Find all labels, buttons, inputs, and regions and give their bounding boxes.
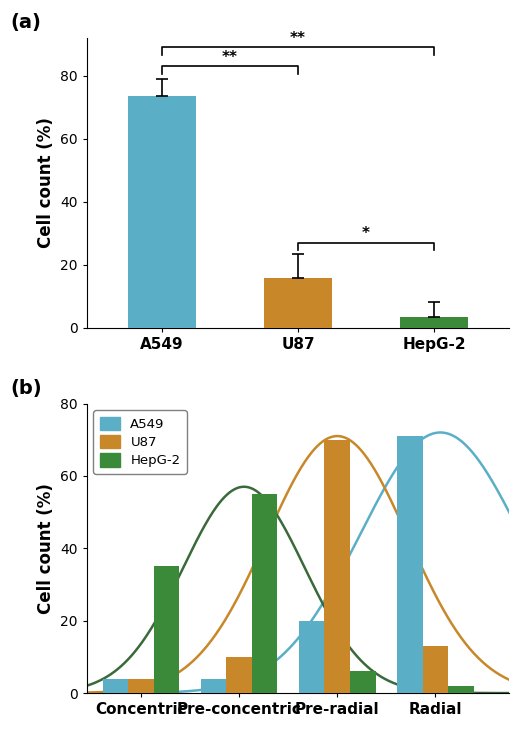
- Bar: [226, 657, 252, 693]
- Bar: [252, 494, 277, 693]
- Bar: [448, 686, 474, 693]
- Bar: [299, 621, 324, 693]
- Bar: [128, 96, 196, 327]
- Bar: [350, 671, 376, 693]
- Text: **: **: [290, 31, 306, 46]
- Bar: [423, 646, 448, 693]
- Text: **: **: [222, 50, 238, 65]
- Text: *: *: [362, 226, 370, 241]
- Bar: [154, 567, 179, 693]
- Bar: [400, 317, 468, 327]
- Bar: [264, 278, 332, 327]
- Bar: [324, 440, 350, 693]
- Bar: [397, 436, 423, 693]
- Bar: [128, 678, 154, 693]
- Y-axis label: Cell count (%): Cell count (%): [37, 118, 54, 249]
- Bar: [103, 678, 128, 693]
- Y-axis label: Cell count (%): Cell count (%): [37, 483, 54, 614]
- Text: (a): (a): [11, 13, 42, 32]
- Bar: [201, 678, 226, 693]
- Text: (b): (b): [11, 379, 42, 398]
- Legend: A549, U87, HepG-2: A549, U87, HepG-2: [94, 410, 187, 474]
